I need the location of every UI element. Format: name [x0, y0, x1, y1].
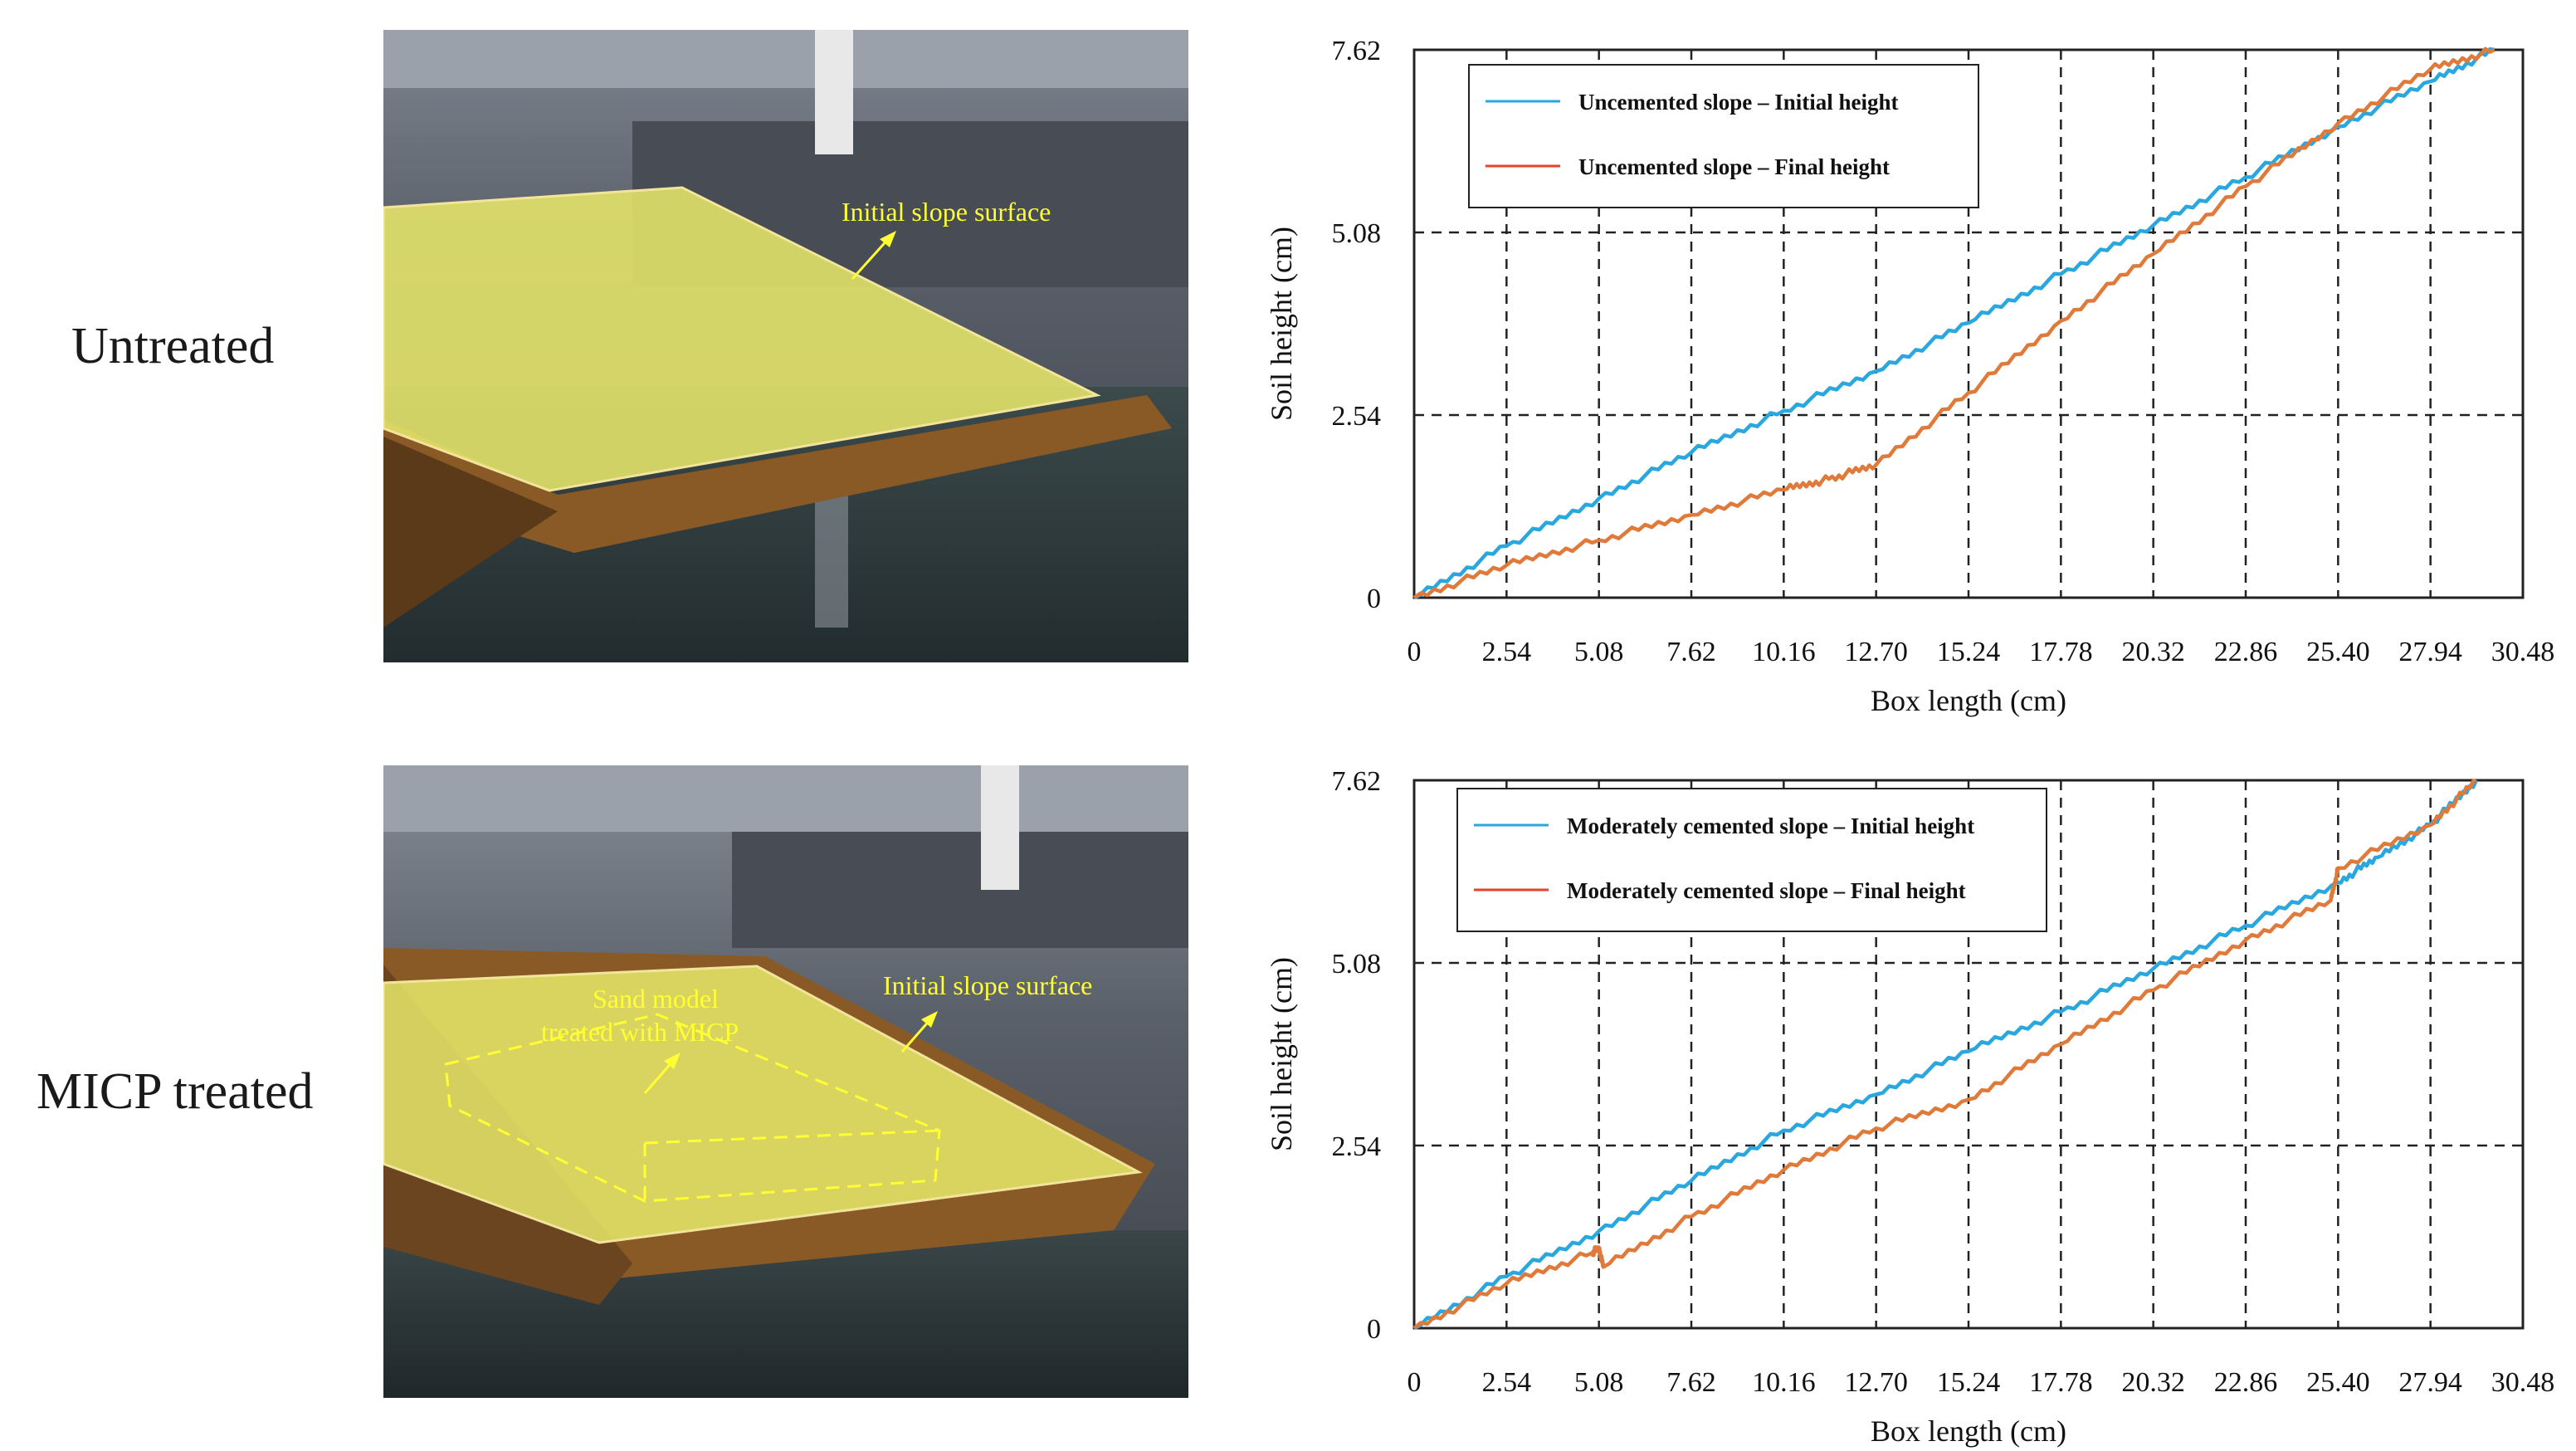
x-axis-label: Box length (cm) — [1871, 1414, 2066, 1448]
series-line-initial-height — [1413, 46, 2496, 600]
x-tick-label: 5.08 — [1574, 637, 1624, 667]
x-tick-label: 12.70 — [1844, 1367, 1908, 1398]
y-tick-label: 2.54 — [1332, 401, 1382, 432]
photo-micp-treated: Sand model treated with MICP Initial slo… — [383, 765, 1188, 1398]
photo-untreated: Initial slope surface — [383, 30, 1188, 662]
x-tick-label: 12.70 — [1844, 637, 1908, 667]
x-tick-label: 10.16 — [1752, 637, 1816, 667]
x-tick-label: 5.08 — [1574, 1367, 1624, 1398]
x-tick-label: 30.48 — [2491, 637, 2555, 667]
x-tick-label: 15.24 — [1937, 637, 2001, 667]
x-tick-label: 0 — [1408, 637, 1422, 667]
x-tick-label: 20.32 — [2121, 1367, 2185, 1398]
x-tick-label: 27.94 — [2398, 1367, 2462, 1398]
y-tick-label: 0 — [1367, 584, 1381, 614]
plot-frame — [1412, 779, 2525, 1330]
photo-micp-annotation-treated-with-micp: treated with MICP — [541, 1017, 739, 1047]
x-tick-label: 15.24 — [1937, 1367, 2001, 1398]
legend-label: Uncemented slope – Initial height — [1578, 90, 1899, 115]
legend-box — [1456, 788, 2047, 932]
x-tick-label: 20.32 — [2121, 637, 2185, 667]
y-tick-label: 2.54 — [1332, 1131, 1382, 1162]
y-tick-label: 5.08 — [1332, 949, 1382, 980]
x-tick-label: 2.54 — [1482, 1367, 1532, 1398]
plot-frame — [1412, 48, 2525, 599]
x-tick-label: 0 — [1408, 1367, 1422, 1398]
y-axis-label: Soil height (cm) — [1265, 957, 1298, 1151]
x-tick-label: 17.78 — [2029, 1367, 2093, 1398]
y-tick-label: 7.62 — [1332, 36, 1382, 66]
legend-label: Moderately cemented slope – Final height — [1567, 878, 1966, 903]
legend-label: Moderately cemented slope – Initial heig… — [1567, 813, 1974, 838]
row-label-micp-treated: MICP treated — [37, 1063, 314, 1120]
x-tick-label: 27.94 — [2398, 637, 2462, 667]
x-tick-label: 2.54 — [1482, 637, 1532, 667]
x-tick-label: 10.16 — [1752, 1367, 1816, 1398]
x-tick-label: 7.62 — [1666, 637, 1716, 667]
x-axis-label: Box length (cm) — [1871, 684, 2066, 717]
photo-micp-annotation-initial-slope: Initial slope surface — [883, 970, 1092, 1000]
photo-untreated-annotation: Initial slope surface — [842, 197, 1051, 227]
x-tick-label: 25.40 — [2306, 637, 2370, 667]
legend-label: Uncemented slope – Final height — [1578, 154, 1890, 179]
y-tick-label: 0 — [1367, 1314, 1381, 1345]
x-tick-label: 22.86 — [2214, 1367, 2278, 1398]
row-label-untreated: Untreated — [71, 318, 275, 374]
y-axis-label: Soil height (cm) — [1265, 227, 1298, 421]
y-tick-label: 7.62 — [1332, 766, 1382, 797]
x-tick-label: 22.86 — [2214, 637, 2278, 667]
series-line-final-height — [1412, 778, 2477, 1330]
x-tick-label: 25.40 — [2306, 1367, 2370, 1398]
photo-micp-annotation-sand-model: Sand model — [593, 984, 719, 1014]
legend-box — [1468, 64, 1979, 208]
x-tick-label: 7.62 — [1666, 1367, 1716, 1398]
series-line-initial-height — [1413, 779, 2478, 1331]
x-tick-label: 17.78 — [2029, 637, 2093, 667]
y-tick-label: 5.08 — [1332, 218, 1382, 249]
x-tick-label: 30.48 — [2491, 1367, 2555, 1398]
series-line-final-height — [1412, 46, 2496, 599]
